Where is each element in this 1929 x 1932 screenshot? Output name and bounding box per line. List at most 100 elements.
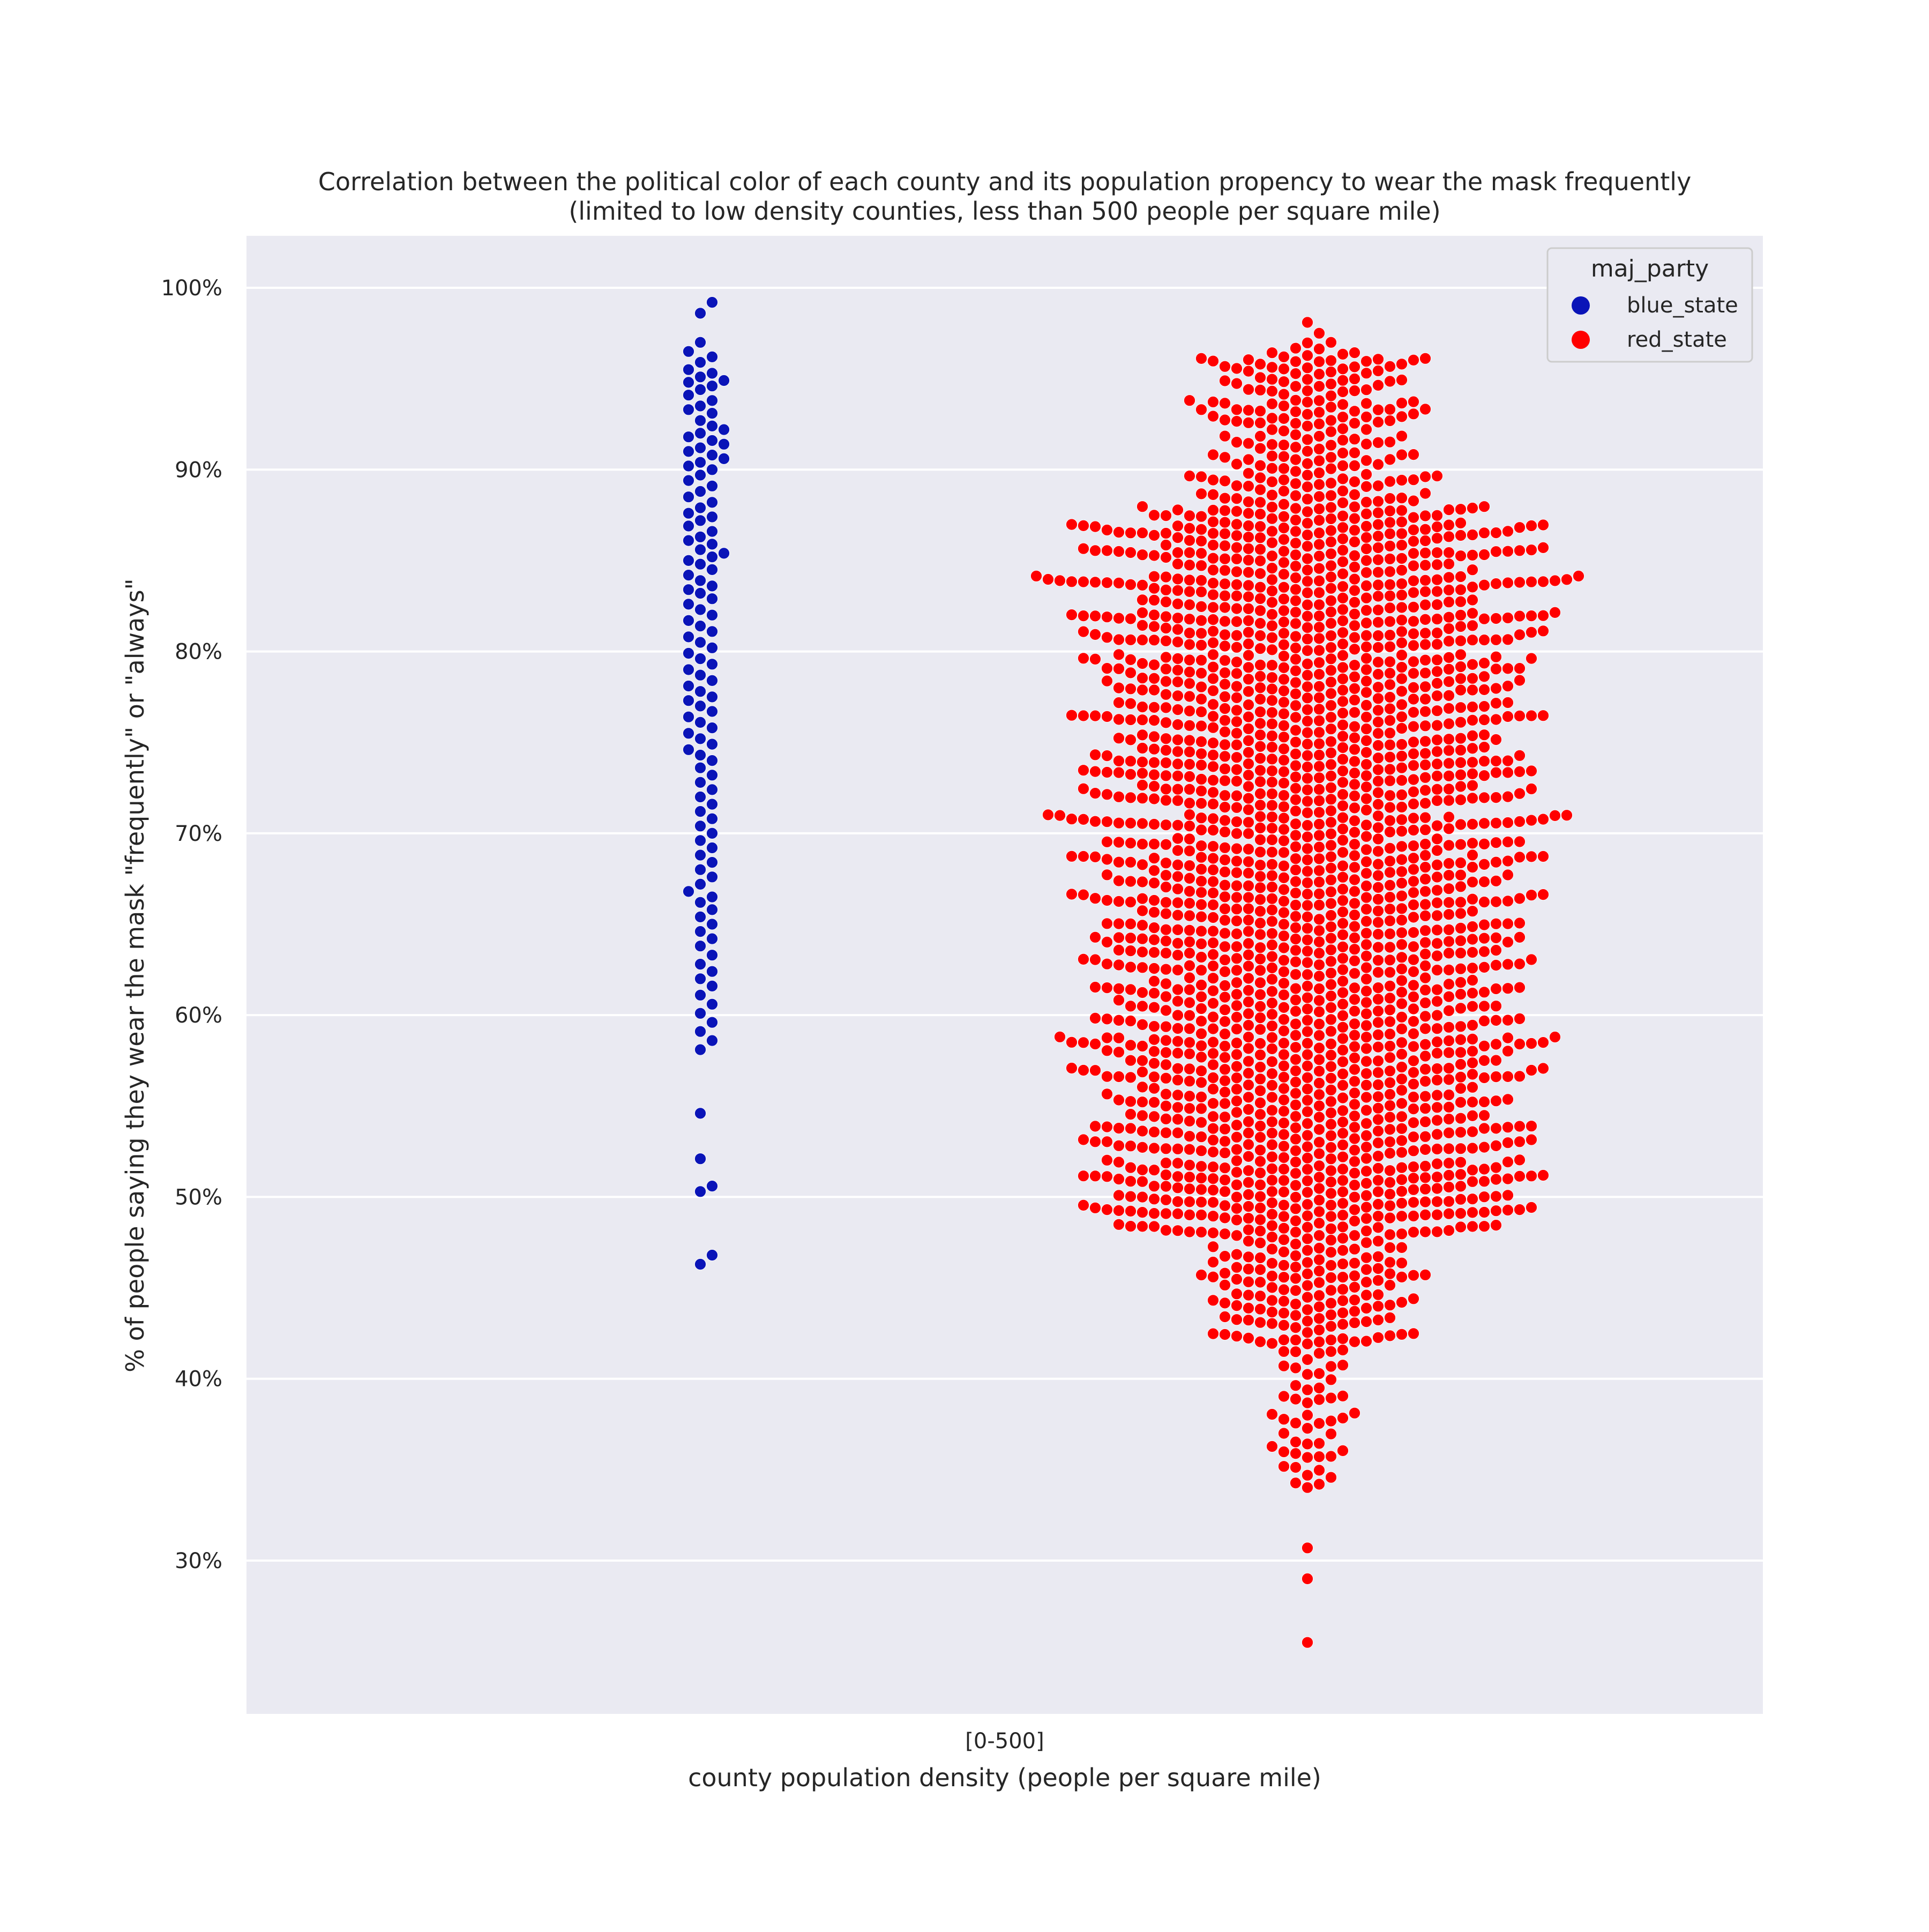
data-point-red-state	[1290, 1417, 1302, 1429]
data-point-red-state	[1184, 1196, 1195, 1208]
data-point-red-state	[1243, 1031, 1254, 1043]
data-point-red-state	[1313, 503, 1325, 515]
data-point-red-state	[1243, 1042, 1254, 1055]
data-point-red-state	[1125, 667, 1137, 679]
data-point-red-state	[1302, 795, 1313, 808]
data-point-red-state	[1419, 1183, 1431, 1195]
data-point-red-state	[1396, 997, 1408, 1010]
data-point-red-state	[1254, 1336, 1266, 1348]
data-point-red-state	[1396, 974, 1408, 987]
data-point-red-state	[1078, 1170, 1089, 1182]
data-point-red-state	[1313, 864, 1325, 877]
data-point-red-state	[1160, 596, 1172, 608]
data-point-red-state	[1302, 553, 1313, 565]
data-point-red-state	[1372, 893, 1384, 905]
data-point-red-state	[1396, 527, 1408, 540]
data-point-red-state	[1243, 792, 1254, 804]
data-point-red-state	[1290, 1018, 1302, 1030]
data-point-red-state	[1419, 575, 1431, 586]
data-point-red-state	[1431, 510, 1443, 521]
data-point-red-state	[1172, 1225, 1184, 1237]
data-point-red-state	[1337, 776, 1349, 788]
data-point-red-state	[1219, 1185, 1231, 1198]
data-point-red-state	[1431, 1089, 1443, 1101]
data-point-red-state	[1408, 773, 1419, 786]
data-point-red-state	[1302, 1409, 1313, 1421]
data-point-red-state	[1302, 316, 1313, 329]
data-point-red-state	[1184, 1209, 1195, 1221]
data-point-red-state	[1207, 396, 1219, 408]
data-point-red-state	[1160, 717, 1172, 729]
data-point-red-state	[1302, 727, 1313, 739]
data-point-red-state	[1184, 666, 1195, 678]
data-point-blue-state	[683, 534, 694, 547]
data-point-red-state	[1290, 1285, 1302, 1296]
data-point-red-state	[1125, 1190, 1137, 1203]
data-point-red-state	[1396, 877, 1408, 889]
data-point-red-state	[1243, 1079, 1254, 1091]
data-point-blue-state	[694, 356, 706, 368]
data-point-red-state	[1372, 775, 1384, 787]
data-point-red-state	[1431, 1047, 1443, 1060]
data-point-red-state	[1408, 720, 1419, 733]
data-point-red-state	[1360, 1251, 1372, 1264]
data-point-red-state	[1419, 936, 1431, 949]
data-point-red-state	[1443, 1101, 1455, 1113]
data-point-red-state	[1266, 1317, 1278, 1330]
data-point-red-state	[1396, 739, 1408, 750]
data-point-red-state	[1408, 639, 1419, 652]
data-point-red-state	[1360, 1079, 1372, 1091]
data-point-red-state	[1195, 586, 1207, 598]
data-point-red-state	[1325, 805, 1337, 817]
data-point-red-state	[1207, 899, 1219, 911]
data-point-red-state	[1219, 815, 1231, 826]
data-point-red-state	[1408, 1145, 1419, 1157]
data-point-red-state	[1349, 1041, 1360, 1053]
data-point-red-state	[1408, 706, 1419, 718]
data-point-red-state	[1113, 817, 1125, 829]
data-point-red-state	[1101, 894, 1113, 906]
data-point-red-state	[1278, 1117, 1290, 1129]
data-point-red-state	[1349, 755, 1360, 767]
data-point-red-state	[1160, 744, 1172, 756]
data-point-red-state	[1290, 1298, 1302, 1310]
data-point-red-state	[1207, 1241, 1219, 1253]
data-point-red-state	[1195, 627, 1207, 639]
data-point-red-state	[1490, 578, 1502, 590]
data-point-red-state	[1278, 388, 1290, 400]
data-point-blue-state	[706, 812, 718, 825]
data-point-red-state	[1219, 528, 1231, 540]
data-point-red-state	[1337, 650, 1349, 661]
data-point-red-state	[1419, 948, 1431, 960]
data-point-red-state	[1302, 599, 1313, 611]
data-point-red-state	[1372, 566, 1384, 578]
data-point-red-state	[1396, 1174, 1408, 1186]
data-point-red-state	[1184, 1090, 1195, 1102]
data-point-red-state	[1372, 656, 1384, 668]
data-point-red-state	[1396, 1146, 1408, 1159]
data-point-red-state	[1243, 1275, 1254, 1288]
data-point-red-state	[1266, 1337, 1278, 1349]
data-point-red-state	[1337, 460, 1349, 472]
chart-title: Correlation between the political color …	[318, 167, 1692, 196]
data-point-red-state	[1313, 692, 1325, 704]
data-point-red-state	[1360, 468, 1372, 481]
data-point-red-state	[1537, 1169, 1549, 1181]
data-point-red-state	[1195, 886, 1207, 899]
data-point-red-state	[1384, 1299, 1396, 1311]
data-point-red-state	[1278, 363, 1290, 375]
data-point-red-state	[1478, 770, 1490, 782]
data-point-red-state	[1184, 885, 1195, 897]
data-point-red-state	[1290, 653, 1302, 665]
data-point-red-state	[1195, 524, 1207, 535]
data-point-red-state	[1101, 853, 1113, 866]
data-point-red-state	[1325, 921, 1337, 933]
data-point-red-state	[1113, 959, 1125, 971]
data-point-red-state	[1313, 538, 1325, 550]
data-point-red-state	[1078, 710, 1089, 722]
data-point-red-state	[1125, 856, 1137, 868]
data-point-red-state	[1313, 327, 1325, 339]
data-point-red-state	[1384, 1004, 1396, 1016]
data-point-red-state	[1266, 525, 1278, 538]
data-point-red-state	[1148, 659, 1160, 671]
